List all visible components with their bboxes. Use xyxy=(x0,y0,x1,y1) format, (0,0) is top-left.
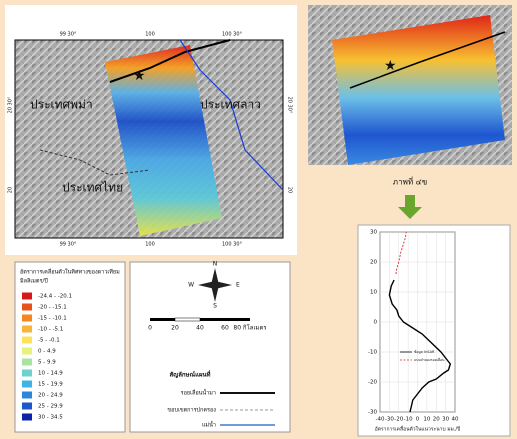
x-tick-label: -40 xyxy=(376,417,385,423)
caption: ภาพที่ ๔ข xyxy=(393,176,427,187)
inset-fault xyxy=(349,31,506,89)
x-tick-label: 40 xyxy=(452,417,459,423)
legend-swatch xyxy=(22,369,32,377)
fault-line xyxy=(109,39,231,83)
legend-swatch xyxy=(22,413,32,421)
legend-swatch xyxy=(22,358,32,366)
legend-swatch xyxy=(22,325,32,333)
x-tick-label: 20 xyxy=(433,417,440,423)
legend-label: -24.4 - -20.1 xyxy=(38,294,72,300)
legend-label: -20 - -15.1 xyxy=(38,305,67,311)
y-tick-label: -30 xyxy=(368,410,377,416)
insar-strip xyxy=(105,45,222,236)
map-tick: 100 30° xyxy=(222,242,242,248)
map-tick: 100 30° xyxy=(222,32,242,38)
compass xyxy=(198,268,232,302)
scale-label: 40 xyxy=(196,325,204,332)
series-line xyxy=(388,279,452,413)
legend-label: 5 - 9.9 xyxy=(38,360,56,366)
legend-label: 20 - 24.9 xyxy=(38,393,63,399)
y-tick-label: -10 xyxy=(368,350,377,356)
y-tick-label: 30 xyxy=(370,230,377,236)
legend-label: 15 - 19.9 xyxy=(38,382,63,388)
x-tick-label: 10 xyxy=(423,417,430,423)
legend-swatch xyxy=(22,391,32,399)
symbol-label: แม่น้ำ xyxy=(202,421,216,429)
legend-label: ข้อมูล InSAR xyxy=(414,350,435,354)
legend-label: -10 - -5.1 xyxy=(38,327,63,333)
x-tick-label: -20 xyxy=(394,417,403,423)
legend-title: มิลลิเมตร/ปี xyxy=(20,278,49,285)
compass-label: S xyxy=(213,303,217,310)
y-tick-label: 20 xyxy=(370,260,377,266)
map-tick: 99 30° xyxy=(60,32,77,38)
x-tick-label: -30 xyxy=(385,417,394,423)
series-line xyxy=(395,231,407,275)
compass-label: E xyxy=(236,282,240,289)
x-axis-label: อัตราการเคลื่อนตัวในแนวระนาบ มม./ปี xyxy=(375,426,461,433)
scale-label: 60 xyxy=(221,325,229,332)
map-tick: 100 xyxy=(145,242,155,248)
legend-swatch xyxy=(22,402,32,410)
x-tick-label: 30 xyxy=(442,417,449,423)
scale-label: 0 xyxy=(148,325,152,332)
legend-label: 0 - 4.9 xyxy=(38,349,56,355)
scale-label: 80 กิโลเมตร xyxy=(233,324,267,332)
map-tick: 20 30° xyxy=(8,96,14,113)
legend-swatch xyxy=(22,292,32,300)
map-tick: 99 30° xyxy=(60,242,77,248)
compass-label: N xyxy=(213,261,218,268)
map-tick: 20 30° xyxy=(287,97,293,114)
country-label: ประเทศพม่า xyxy=(30,98,93,112)
map-tick: 100 xyxy=(145,32,155,38)
legend-label: 30 - 34.5 xyxy=(38,415,63,421)
arrow xyxy=(398,195,422,219)
y-tick-label: 10 xyxy=(370,290,377,296)
compass-label: W xyxy=(188,282,194,289)
symbols-title: สัญลักษณ์แผนที่ xyxy=(169,370,210,379)
epicenter-star: ★ xyxy=(133,68,146,84)
legend-swatch xyxy=(22,336,32,344)
river xyxy=(179,39,284,191)
legend-label: แบบจำลองรอยเลื่อน xyxy=(414,357,445,362)
legend-label: -5 - -0.1 xyxy=(38,338,60,344)
legend-swatch xyxy=(22,303,32,311)
x-tick-label: -10 xyxy=(404,417,413,423)
legend-label: 10 - 14.9 xyxy=(38,371,63,377)
legend-swatch xyxy=(22,347,32,355)
y-tick-label: -20 xyxy=(368,380,377,386)
legend-label: 25 - 29.9 xyxy=(38,404,63,410)
legend-box xyxy=(14,261,126,433)
y-tick-label: 0 xyxy=(374,320,378,326)
map-tick: 20 xyxy=(287,187,293,193)
inset-star: ★ xyxy=(384,58,397,74)
legend-swatch xyxy=(22,314,32,322)
symbol-label: ขอบเขตการปกครอง xyxy=(167,407,216,414)
inset-strip xyxy=(332,15,505,165)
country-label: ประเทศลาว xyxy=(200,98,261,112)
scale-label: 20 xyxy=(171,325,179,332)
symbol-box xyxy=(129,261,291,433)
legend-label: -15 - -10.1 xyxy=(38,316,67,322)
symbol-label: รอยเลื่อนน้ำมา xyxy=(181,389,216,397)
chart-box xyxy=(357,224,511,437)
country-label: ประเทศไทย xyxy=(62,181,123,195)
map-tick: 20 xyxy=(8,187,14,193)
scale-bar-segment xyxy=(174,317,201,322)
x-tick-label: 0 xyxy=(416,417,420,423)
border xyxy=(39,149,151,176)
legend-swatch xyxy=(22,380,32,388)
legend-title: อัตราการเคลื่อนตัวในทิศทางของดาวเทียม xyxy=(20,268,120,276)
